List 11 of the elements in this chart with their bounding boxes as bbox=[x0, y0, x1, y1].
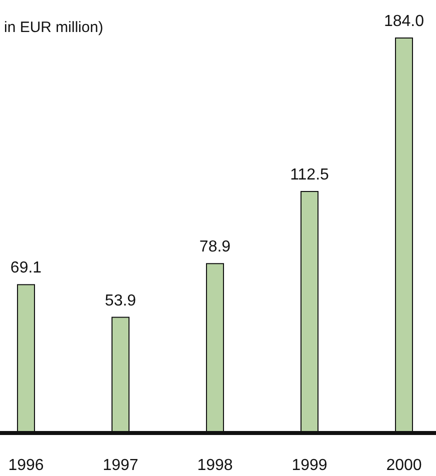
x-tick-label: 2000 bbox=[386, 457, 422, 474]
x-tick-label: 1997 bbox=[102, 457, 138, 474]
chart-title: in EUR million) bbox=[4, 19, 104, 36]
x-tick-label: 1998 bbox=[197, 457, 233, 474]
data-label: 112.5 bbox=[290, 166, 330, 184]
x-tick-label: 1996 bbox=[8, 457, 44, 474]
data-label: 184.0 bbox=[384, 13, 424, 30]
data-label: 53.9 bbox=[104, 292, 136, 310]
data-label: 78.9 bbox=[199, 238, 231, 256]
x-tick-label: 1999 bbox=[292, 457, 328, 474]
data-label: 69.1 bbox=[10, 260, 42, 277]
